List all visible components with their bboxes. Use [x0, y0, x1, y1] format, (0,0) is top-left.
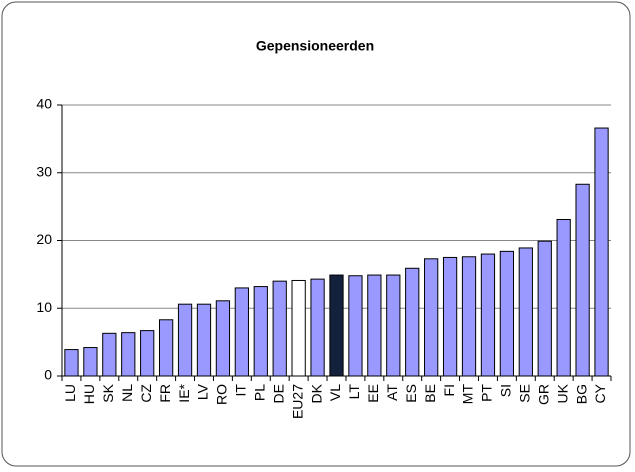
bar — [83, 347, 98, 377]
x-tick-label: IE* — [176, 383, 192, 402]
x-tick-label: HU — [81, 384, 97, 404]
x-tick-label: NL — [119, 384, 135, 402]
bar — [594, 127, 609, 377]
bar — [461, 256, 477, 377]
chart-title: Gepensioneerden — [256, 38, 374, 54]
bar — [272, 280, 287, 377]
x-tick-label: RO — [214, 384, 230, 405]
x-tick-label: DK — [308, 383, 324, 403]
bar — [386, 274, 401, 377]
x-tick-label: DE — [270, 384, 286, 403]
x-tick-label: SI — [498, 384, 514, 397]
y-tick-label: 20 — [36, 231, 52, 247]
y-tick-label: 0 — [44, 367, 52, 383]
bar — [442, 256, 458, 377]
bar — [140, 330, 155, 377]
bar — [234, 287, 249, 377]
bar — [177, 303, 193, 377]
bar — [158, 319, 174, 377]
x-tick-label: EU27 — [289, 384, 305, 419]
x-tick-label: FI — [441, 384, 457, 396]
bar — [480, 253, 496, 377]
bar — [329, 274, 344, 377]
x-tick-label: GR — [535, 384, 551, 405]
bar — [367, 274, 382, 377]
x-tick-label: IT — [233, 384, 249, 397]
bar — [424, 258, 439, 377]
bar — [405, 267, 420, 377]
bar — [575, 183, 590, 377]
y-tick-label: 30 — [36, 163, 52, 179]
x-tick-label: PT — [479, 384, 495, 402]
bar — [310, 278, 325, 377]
y-tick-label: 10 — [36, 299, 52, 315]
x-tick-label: FR — [157, 384, 173, 403]
bar — [556, 218, 571, 377]
bar — [291, 279, 306, 377]
bar — [499, 250, 515, 377]
bar — [121, 332, 136, 377]
bar — [215, 300, 231, 377]
x-tick-label: CZ — [138, 384, 154, 403]
x-tick-label: MT — [460, 384, 476, 405]
bar — [64, 349, 79, 377]
x-tick-label: SE — [517, 384, 533, 403]
y-tick-label: 40 — [36, 96, 52, 112]
x-tick-label: PL — [251, 384, 267, 401]
bar — [253, 286, 268, 377]
x-tick-label: LT — [346, 384, 362, 400]
x-tick-label: BG — [573, 384, 589, 404]
bar — [102, 332, 117, 377]
x-tick-label: CY — [592, 383, 608, 403]
x-tick-label: BE — [422, 384, 438, 403]
x-tick-label: AT — [384, 384, 400, 401]
x-tick-label: UK — [554, 383, 570, 403]
bar — [196, 303, 212, 377]
bar — [518, 247, 533, 377]
x-tick-label: VL — [327, 384, 343, 401]
x-tick-label: SK — [100, 383, 116, 402]
x-tick-label: LV — [195, 383, 211, 400]
bar — [348, 275, 363, 377]
bar — [537, 240, 552, 377]
x-tick-label: EE — [365, 384, 381, 403]
x-tick-label: LU — [62, 384, 78, 402]
x-tick-label: ES — [403, 384, 419, 403]
